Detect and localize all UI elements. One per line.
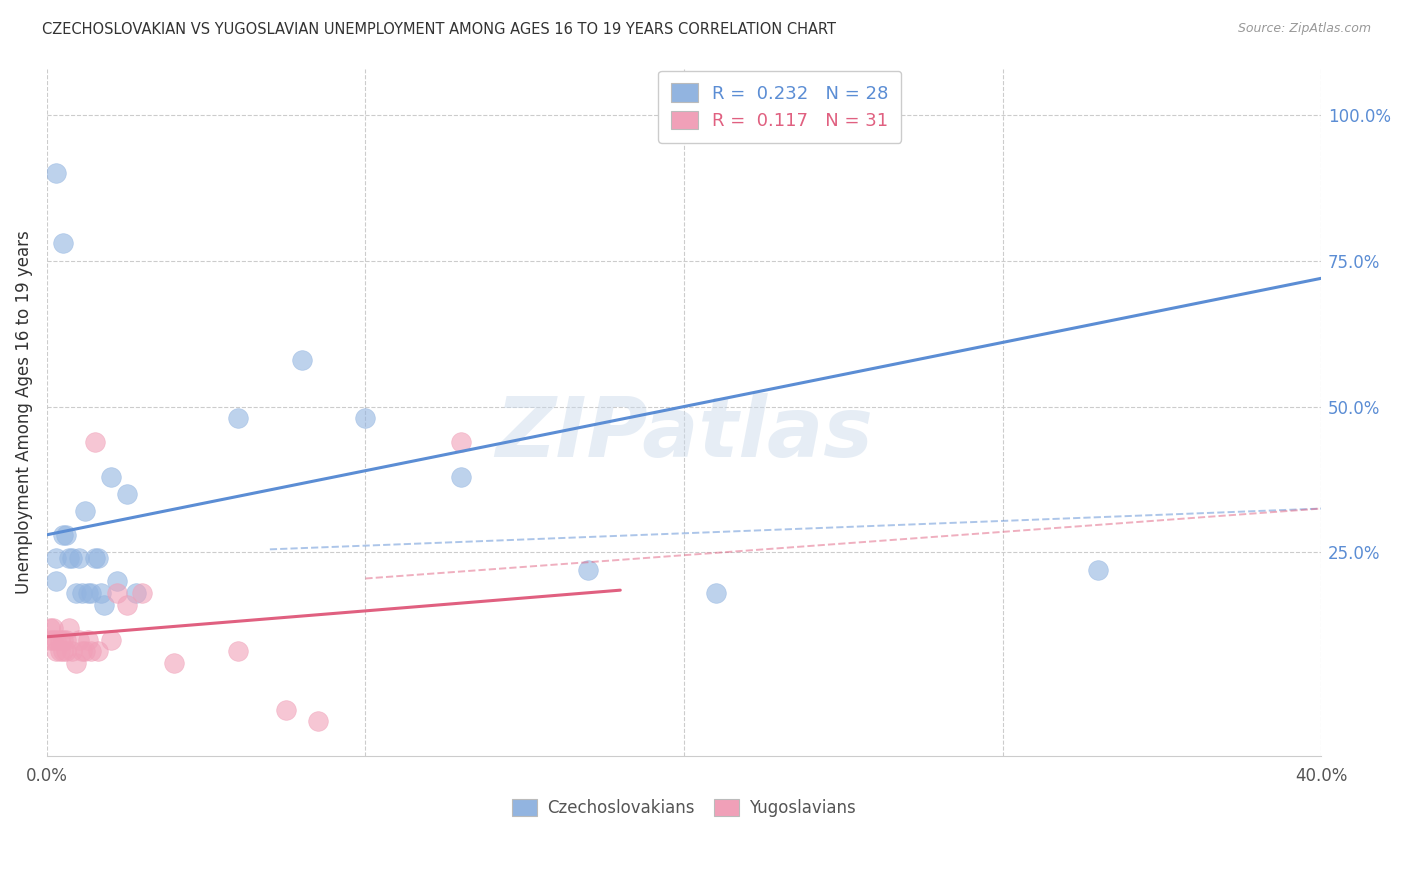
Point: [52, 236, 75, 251]
Point: [274, 703, 297, 717]
Point: [576, 563, 599, 577]
Point: [87, 644, 110, 658]
Point: [58, 621, 80, 635]
Point: [52, 528, 75, 542]
Point: [60, 551, 83, 566]
Text: CZECHOSLOVAKIAN VS YUGOSLAVIAN UNEMPLOYMENT AMONG AGES 16 TO 19 YEARS CORRELATIO: CZECHOSLOVAKIAN VS YUGOSLAVIAN UNEMPLOYM…: [42, 22, 837, 37]
Point: [70, 586, 93, 600]
Point: [115, 598, 138, 612]
Point: [55, 644, 77, 658]
Point: [70, 644, 93, 658]
Text: Source: ZipAtlas.com: Source: ZipAtlas.com: [1237, 22, 1371, 36]
Point: [226, 411, 249, 425]
Point: [450, 469, 472, 483]
Point: [52, 632, 75, 647]
Point: [354, 411, 377, 425]
Point: [105, 586, 128, 600]
Point: [131, 586, 153, 600]
Y-axis label: Unemployment Among Ages 16 to 19 years: Unemployment Among Ages 16 to 19 years: [15, 230, 32, 594]
Point: [291, 353, 314, 368]
Point: [75, 644, 97, 658]
Point: [39, 632, 62, 647]
Point: [87, 551, 110, 566]
Point: [55, 528, 77, 542]
Point: [45, 644, 67, 658]
Point: [100, 632, 122, 647]
Point: [93, 598, 115, 612]
Point: [67, 632, 90, 647]
Point: [80, 586, 103, 600]
Point: [48, 644, 70, 658]
Point: [90, 586, 112, 600]
Point: [58, 551, 80, 566]
Text: ZIPatlas: ZIPatlas: [495, 392, 873, 474]
Point: [45, 574, 67, 589]
Point: [163, 656, 186, 670]
Point: [226, 644, 249, 658]
Point: [39, 621, 62, 635]
Point: [105, 574, 128, 589]
Legend: Czechoslovakians, Yugoslavians: Czechoslovakians, Yugoslavians: [505, 792, 863, 823]
Point: [77, 632, 100, 647]
Point: [115, 487, 138, 501]
Point: [83, 551, 105, 566]
Point: [65, 586, 87, 600]
Point: [45, 632, 67, 647]
Point: [80, 644, 103, 658]
Point: [42, 632, 65, 647]
Point: [67, 551, 90, 566]
Point: [125, 586, 148, 600]
Point: [100, 469, 122, 483]
Point: [75, 504, 97, 518]
Point: [45, 166, 67, 180]
Point: [65, 656, 87, 670]
Point: [48, 632, 70, 647]
Point: [42, 621, 65, 635]
Point: [77, 586, 100, 600]
Point: [45, 551, 67, 566]
Point: [55, 632, 77, 647]
Point: [704, 586, 727, 600]
Point: [450, 434, 472, 449]
Point: [1087, 563, 1109, 577]
Point: [83, 434, 105, 449]
Point: [60, 644, 83, 658]
Point: [52, 644, 75, 658]
Point: [307, 714, 329, 729]
